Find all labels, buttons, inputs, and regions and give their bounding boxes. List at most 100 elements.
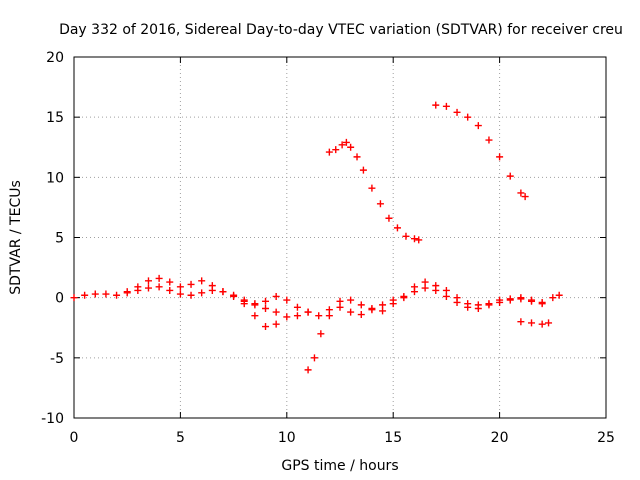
data-point [262, 304, 270, 312]
data-point [166, 286, 174, 294]
data-point [317, 330, 325, 338]
data-point [549, 294, 557, 302]
data-point [517, 189, 525, 197]
data-point [357, 311, 365, 319]
data-point [517, 295, 525, 303]
data-point [102, 290, 110, 298]
series-track-c [304, 278, 546, 374]
data-point [325, 312, 333, 320]
data-point [219, 288, 227, 296]
data-point [283, 313, 291, 321]
data-point [123, 288, 131, 296]
data-point [342, 138, 350, 146]
x-tick-label: 0 [70, 430, 79, 446]
data-point [421, 278, 429, 286]
x-tick-label: 20 [491, 430, 509, 446]
data-point [166, 278, 174, 286]
data-point [198, 277, 206, 285]
data-point [70, 294, 78, 302]
data-point [368, 184, 376, 192]
data-point [474, 304, 482, 312]
data-point [442, 286, 450, 294]
y-tick-label: 20 [46, 50, 64, 66]
data-point [332, 146, 340, 154]
data-point [464, 303, 472, 311]
data-point [453, 108, 461, 116]
data-point [353, 153, 361, 161]
series-track-f [432, 101, 529, 201]
data-point [262, 323, 270, 331]
data-point [496, 153, 504, 161]
data-point [155, 274, 163, 282]
data-point [379, 301, 387, 309]
data-point [545, 319, 553, 327]
data-point [400, 292, 408, 300]
data-point [325, 148, 333, 156]
data-points [70, 101, 563, 374]
data-point [528, 319, 536, 327]
data-point [506, 296, 514, 304]
data-point [555, 291, 563, 299]
data-point [176, 283, 184, 291]
data-point [347, 143, 355, 151]
data-point [517, 318, 525, 326]
data-point [368, 306, 376, 314]
data-point [496, 298, 504, 306]
data-point [272, 292, 280, 300]
data-point [325, 306, 333, 314]
data-point [376, 200, 384, 208]
data-point [389, 296, 397, 304]
y-axis: -10 -5 0 5 10 15 20 [41, 50, 606, 427]
data-point [347, 296, 355, 304]
data-point [230, 292, 238, 300]
data-point [113, 291, 121, 299]
data-point [410, 235, 418, 243]
data-point [304, 366, 312, 374]
data-point [91, 290, 99, 298]
data-point [176, 290, 184, 298]
grid [74, 57, 606, 418]
data-point [474, 122, 482, 130]
x-axis: 0 5 10 15 20 25 [70, 57, 615, 446]
x-tick-label: 10 [278, 430, 296, 446]
chart-title: Day 332 of 2016, Sidereal Day-to-day VTE… [59, 22, 623, 38]
data-point [359, 166, 367, 174]
data-point [251, 300, 259, 308]
x-tick-label: 15 [384, 430, 402, 446]
y-tick-label: -10 [41, 411, 64, 427]
x-tick-label: 25 [597, 430, 615, 446]
y-axis-label: SDTVAR / TECUs [8, 180, 24, 295]
y-tick-label: 15 [46, 110, 64, 126]
data-point [208, 286, 216, 294]
data-point [410, 288, 418, 296]
data-point [432, 101, 440, 109]
data-point [134, 286, 142, 294]
x-tick-label: 5 [176, 430, 185, 446]
series-track-d [315, 284, 563, 320]
series-track-e [325, 138, 423, 244]
data-point [144, 277, 152, 285]
data-point [283, 296, 291, 304]
series-track-b [123, 283, 312, 316]
data-point [144, 284, 152, 292]
data-point [187, 280, 195, 288]
data-point [81, 291, 89, 299]
data-point [336, 303, 344, 311]
data-point [442, 292, 450, 300]
data-point [485, 301, 493, 309]
data-point [442, 102, 450, 110]
data-point [187, 291, 195, 299]
series-track-g [517, 318, 553, 328]
y-tick-label: -5 [50, 351, 64, 367]
data-point [528, 297, 536, 305]
data-point [251, 312, 259, 320]
y-tick-label: 10 [46, 170, 64, 186]
data-point [464, 113, 472, 121]
data-point [315, 312, 323, 320]
data-point [538, 298, 546, 306]
data-point [293, 303, 301, 311]
data-point [385, 214, 393, 222]
data-point [336, 297, 344, 305]
y-tick-label: 0 [55, 291, 64, 307]
